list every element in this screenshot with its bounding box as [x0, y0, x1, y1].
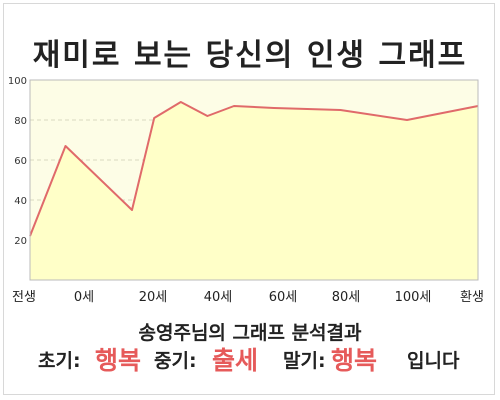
x-tick-labels: 전생 0세 20세 40세 60세 80세 100세 환생 [12, 290, 484, 305]
y-tick-label: 20 [14, 236, 27, 247]
y-tick-label: 60 [14, 156, 27, 167]
late-value: 행복 [331, 346, 378, 375]
late-label: 말기: [283, 350, 326, 372]
life-area-fill [30, 102, 478, 280]
x-tick-label: 80세 [332, 290, 361, 305]
x-tick-label: 40세 [204, 290, 233, 305]
y-tick-labels: 20 40 60 80 100 [8, 76, 27, 247]
y-tick-label: 100 [8, 76, 27, 87]
middle-value: 출세 [212, 346, 259, 375]
ending-text: 입니다 [407, 350, 460, 372]
y-tick-label: 80 [14, 116, 27, 127]
result-heading: 송영주님의 그래프 분석결과 [138, 322, 362, 344]
x-tick-label: 100세 [395, 290, 432, 305]
x-tick-label: 20세 [139, 290, 168, 305]
x-tick-label: 60세 [269, 290, 298, 305]
early-label: 초기: [38, 350, 81, 372]
early-value: 행복 [95, 346, 142, 375]
x-tick-label: 전생 [12, 290, 36, 305]
x-tick-label: 환생 [460, 290, 484, 305]
y-tick-label: 40 [14, 196, 27, 207]
middle-label: 중기: [154, 350, 197, 372]
x-tick-label: 0세 [74, 290, 94, 305]
page-title: 재미로 보는 당신의 인생 그래프 [32, 38, 468, 73]
card-frame [3, 3, 495, 395]
plot-border [29, 79, 479, 281]
